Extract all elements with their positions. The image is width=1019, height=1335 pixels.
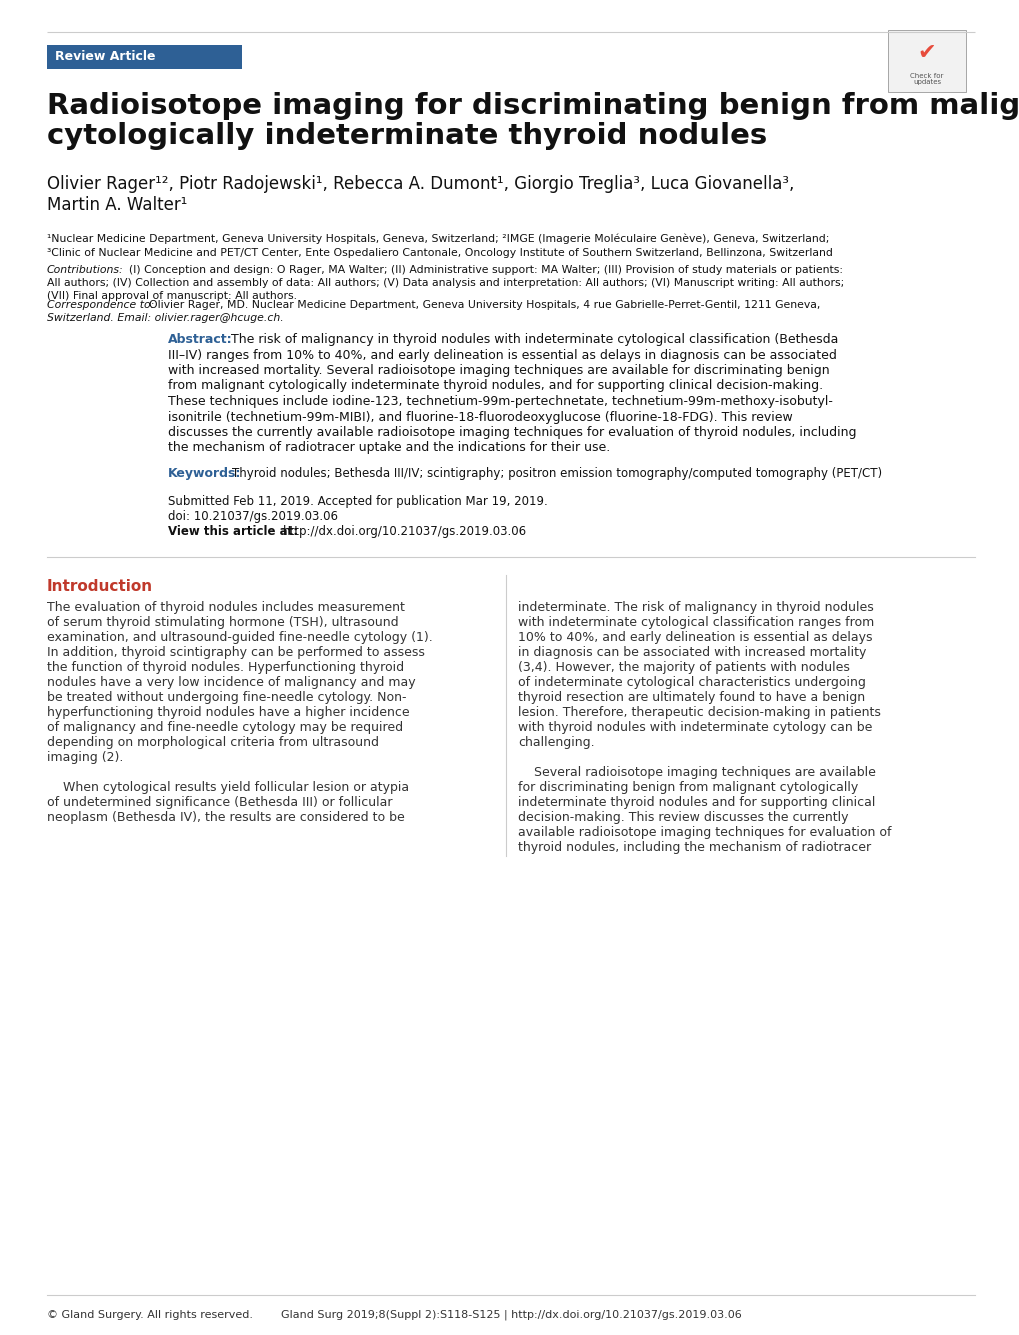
Text: nodules have a very low incidence of malignancy and may: nodules have a very low incidence of mal… [47, 676, 415, 689]
Text: Abstract:: Abstract: [168, 332, 232, 346]
Text: available radioisotope imaging techniques for evaluation of: available radioisotope imaging technique… [518, 826, 891, 838]
Text: View this article at:: View this article at: [168, 525, 298, 538]
Text: Olivier Rager¹², Piotr Radojewski¹, Rebecca A. Dumont¹, Giorgio Treglia³, Luca G: Olivier Rager¹², Piotr Radojewski¹, Rebe… [47, 175, 794, 194]
Text: Submitted Feb 11, 2019. Accepted for publication Mar 19, 2019.: Submitted Feb 11, 2019. Accepted for pub… [168, 495, 547, 509]
Text: When cytological results yield follicular lesion or atypia: When cytological results yield follicula… [47, 781, 409, 794]
Text: indeterminate thyroid nodules and for supporting clinical: indeterminate thyroid nodules and for su… [518, 796, 874, 809]
Text: © Gland Surgery. All rights reserved.: © Gland Surgery. All rights reserved. [47, 1310, 253, 1320]
Text: challenging.: challenging. [518, 736, 594, 749]
Text: The evaluation of thyroid nodules includes measurement: The evaluation of thyroid nodules includ… [47, 601, 405, 614]
Text: thyroid nodules, including the mechanism of radiotracer: thyroid nodules, including the mechanism… [518, 841, 870, 854]
Text: The risk of malignancy in thyroid nodules with indeterminate cytological classif: The risk of malignancy in thyroid nodule… [230, 332, 838, 346]
Text: for discriminating benign from malignant cytologically: for discriminating benign from malignant… [518, 781, 857, 794]
Text: with increased mortality. Several radioisotope imaging techniques are available : with increased mortality. Several radioi… [168, 364, 828, 376]
Text: Several radioisotope imaging techniques are available: Several radioisotope imaging techniques … [518, 766, 875, 780]
FancyBboxPatch shape [47, 45, 242, 69]
Text: the mechanism of radiotracer uptake and the indications for their use.: the mechanism of radiotracer uptake and … [168, 442, 609, 454]
Text: lesion. Therefore, therapeutic decision-making in patients: lesion. Therefore, therapeutic decision-… [518, 706, 880, 720]
Text: of malignancy and fine-needle cytology may be required: of malignancy and fine-needle cytology m… [47, 721, 403, 734]
Text: cytologically indeterminate thyroid nodules: cytologically indeterminate thyroid nodu… [47, 121, 766, 150]
Text: Switzerland. Email: olivier.rager@hcuge.ch.: Switzerland. Email: olivier.rager@hcuge.… [47, 312, 283, 323]
Text: isonitrile (technetium-99m-MIBI), and fluorine-18-fluorodeoxyglucose (fluorine-1: isonitrile (technetium-99m-MIBI), and fl… [168, 410, 792, 423]
Text: imaging (2).: imaging (2). [47, 752, 123, 764]
Text: be treated without undergoing fine-needle cytology. Non-: be treated without undergoing fine-needl… [47, 692, 407, 704]
Text: All authors; (IV) Collection and assembly of data: All authors; (V) Data analysi: All authors; (IV) Collection and assembl… [47, 278, 844, 288]
Text: Olivier Rager, MD. Nuclear Medicine Department, Geneva University Hospitals, 4 r: Olivier Rager, MD. Nuclear Medicine Depa… [149, 300, 819, 310]
Text: Correspondence to:: Correspondence to: [47, 300, 154, 310]
Text: ✔: ✔ [917, 43, 935, 63]
Text: indeterminate. The risk of malignancy in thyroid nodules: indeterminate. The risk of malignancy in… [518, 601, 873, 614]
Text: from malignant cytologically indeterminate thyroid nodules, and for supporting c: from malignant cytologically indetermina… [168, 379, 822, 392]
Text: III–IV) ranges from 10% to 40%, and early delineation is essential as delays in : III–IV) ranges from 10% to 40%, and earl… [168, 348, 836, 362]
Text: ¹Nuclear Medicine Department, Geneva University Hospitals, Geneva, Switzerland; : ¹Nuclear Medicine Department, Geneva Uni… [47, 234, 828, 243]
Text: http://dx.doi.org/10.21037/gs.2019.03.06: http://dx.doi.org/10.21037/gs.2019.03.06 [282, 525, 527, 538]
Text: Contributions:: Contributions: [47, 266, 123, 275]
Text: updates: updates [912, 79, 941, 85]
Text: thyroid resection are ultimately found to have a benign: thyroid resection are ultimately found t… [518, 692, 864, 704]
FancyBboxPatch shape [888, 29, 965, 92]
Text: Check for: Check for [909, 73, 943, 79]
Text: (VII) Final approval of manuscript: All authors.: (VII) Final approval of manuscript: All … [47, 291, 297, 300]
Text: neoplasm (Bethesda IV), the results are considered to be: neoplasm (Bethesda IV), the results are … [47, 810, 405, 824]
Text: ³Clinic of Nuclear Medicine and PET/CT Center, Ente Ospedaliero Cantonale, Oncol: ³Clinic of Nuclear Medicine and PET/CT C… [47, 248, 833, 258]
Text: depending on morphological criteria from ultrasound: depending on morphological criteria from… [47, 736, 379, 749]
Text: 10% to 40%, and early delineation is essential as delays: 10% to 40%, and early delineation is ess… [518, 631, 871, 643]
Text: with indeterminate cytological classification ranges from: with indeterminate cytological classific… [518, 615, 873, 629]
Text: Martin A. Walter¹: Martin A. Walter¹ [47, 196, 187, 214]
Text: hyperfunctioning thyroid nodules have a higher incidence: hyperfunctioning thyroid nodules have a … [47, 706, 410, 720]
Text: In addition, thyroid scintigraphy can be performed to assess: In addition, thyroid scintigraphy can be… [47, 646, 425, 659]
Text: with thyroid nodules with indeterminate cytology can be: with thyroid nodules with indeterminate … [518, 721, 871, 734]
Text: Radioisotope imaging for discriminating benign from malignant: Radioisotope imaging for discriminating … [47, 92, 1019, 120]
Text: Thyroid nodules; Bethesda III/IV; scintigraphy; positron emission tomography/com: Thyroid nodules; Bethesda III/IV; scinti… [231, 467, 881, 481]
Text: discusses the currently available radioisotope imaging techniques for evaluation: discusses the currently available radioi… [168, 426, 856, 439]
Text: of indeterminate cytological characteristics undergoing: of indeterminate cytological characteris… [518, 676, 865, 689]
Text: Review Article: Review Article [55, 51, 155, 64]
Text: in diagnosis can be associated with increased mortality: in diagnosis can be associated with incr… [518, 646, 865, 659]
Text: examination, and ultrasound-guided fine-needle cytology (1).: examination, and ultrasound-guided fine-… [47, 631, 432, 643]
Text: decision-making. This review discusses the currently: decision-making. This review discusses t… [518, 810, 848, 824]
Text: of serum thyroid stimulating hormone (TSH), ultrasound: of serum thyroid stimulating hormone (TS… [47, 615, 398, 629]
Text: Keywords:: Keywords: [168, 467, 242, 481]
Text: (3,4). However, the majority of patients with nodules: (3,4). However, the majority of patients… [518, 661, 849, 674]
Text: (I) Conception and design: O Rager, MA Walter; (II) Administrative support: MA W: (I) Conception and design: O Rager, MA W… [128, 266, 842, 275]
Text: of undetermined significance (Bethesda III) or follicular: of undetermined significance (Bethesda I… [47, 796, 392, 809]
Text: the function of thyroid nodules. Hyperfunctioning thyroid: the function of thyroid nodules. Hyperfu… [47, 661, 404, 674]
Text: doi: 10.21037/gs.2019.03.06: doi: 10.21037/gs.2019.03.06 [168, 510, 337, 523]
Text: Gland Surg 2019;8(Suppl 2):S118-S125 | http://dx.doi.org/10.21037/gs.2019.03.06: Gland Surg 2019;8(Suppl 2):S118-S125 | h… [280, 1310, 741, 1320]
Text: Introduction: Introduction [47, 579, 153, 594]
Text: These techniques include iodine-123, technetium-99m-pertechnetate, technetium-99: These techniques include iodine-123, tec… [168, 395, 833, 409]
